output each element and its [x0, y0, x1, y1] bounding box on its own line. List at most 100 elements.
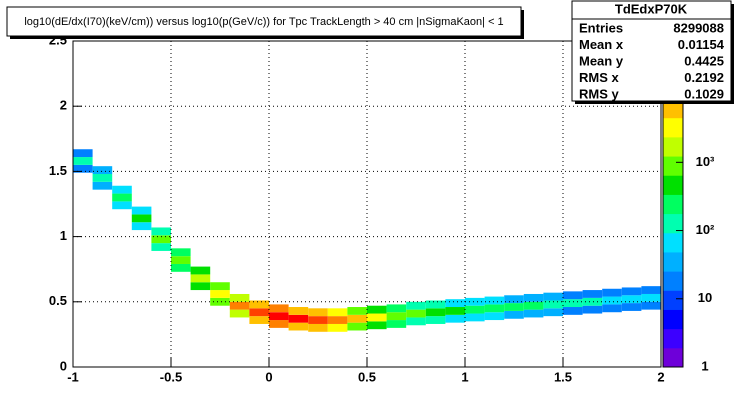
- heat-cell: [229, 301, 250, 310]
- heat-cell: [151, 235, 171, 244]
- palette-swatch: [663, 271, 683, 291]
- heat-cell: [210, 282, 230, 291]
- heat-cell: [269, 320, 289, 328]
- heat-cell: [484, 304, 505, 313]
- heat-cell: [131, 222, 152, 231]
- heat-cell: [190, 282, 211, 291]
- heat-cell: [445, 314, 465, 323]
- heat-cell: [563, 299, 583, 308]
- heat-cell: [190, 266, 211, 275]
- heat-cell: [386, 312, 407, 321]
- heat-cell: [327, 323, 348, 332]
- palette-swatch: [663, 175, 683, 195]
- heat-cell: [543, 292, 563, 301]
- y-tick-label: 1: [60, 228, 67, 243]
- heat-cell: [92, 166, 113, 175]
- palette-swatch: [663, 232, 683, 253]
- y-tick-label: 0: [60, 358, 67, 373]
- heat-cell: [425, 300, 446, 309]
- palette-swatch: [663, 194, 683, 215]
- x-tick-label: -1: [67, 369, 79, 384]
- heat-cell: [92, 174, 113, 182]
- palette-swatch: [663, 251, 683, 272]
- heat-cell: [308, 323, 328, 332]
- y-tick-label: 2: [60, 98, 67, 113]
- x-tick-label: -0.5: [160, 369, 182, 384]
- heat-cell: [406, 309, 426, 318]
- heat-cell: [543, 308, 563, 317]
- heat-cell: [367, 321, 387, 330]
- heat-cell: [367, 313, 387, 322]
- heat-cell: [523, 301, 544, 310]
- heat-cell: [602, 296, 622, 305]
- heat-cell: [582, 290, 603, 298]
- heat-cell: [582, 305, 603, 314]
- stats-name: TdEdxP70K: [615, 1, 688, 16]
- heat-cell: [269, 312, 289, 321]
- heat-cell: [288, 307, 309, 315]
- heat-cell: [523, 293, 544, 302]
- heat-cell: [229, 293, 250, 302]
- heat-cell: [347, 314, 367, 323]
- z-tick-label: 10²: [696, 222, 715, 237]
- heat-cell: [406, 317, 426, 326]
- heat-cell: [112, 201, 132, 210]
- heat-cell: [621, 303, 642, 311]
- heat-cell: [210, 290, 230, 298]
- heat-cell: [249, 316, 269, 324]
- heat-cell: [151, 243, 171, 251]
- heat-cell: [190, 274, 211, 283]
- palette-swatch: [663, 347, 683, 368]
- stats-label: Mean x: [579, 37, 624, 52]
- y-tick-label: 1.5: [49, 163, 67, 178]
- heat-cell: [602, 288, 622, 297]
- y-tick-label: 0.5: [49, 293, 67, 308]
- x-tick-label: 1: [461, 369, 468, 384]
- chart-title: log10(dE/dx(I70)(keV/cm)) versus log10(p…: [24, 16, 503, 28]
- heat-cell: [308, 308, 328, 317]
- heat-cell: [602, 304, 622, 313]
- heat-cell: [249, 308, 269, 317]
- heat-cell: [425, 308, 446, 317]
- x-tick-label: 1.5: [554, 369, 572, 384]
- heat-cell: [641, 301, 661, 310]
- heat-cell: [327, 308, 348, 317]
- heat-cell: [171, 256, 191, 264]
- palette-swatch: [663, 213, 683, 234]
- z-tick-label: 10: [698, 290, 712, 305]
- palette-swatch: [663, 290, 683, 310]
- heat-cell: [73, 157, 93, 165]
- palette-swatch: [663, 309, 683, 330]
- heat-cell: [465, 297, 485, 306]
- heat-cell: [112, 193, 132, 202]
- heat-cell: [131, 214, 152, 223]
- heat-cell: [151, 227, 171, 236]
- heat-cell: [386, 304, 407, 313]
- heat-cell: [445, 307, 465, 315]
- stats-box: TdEdxP70K Entries 8299088 Mean x 0.01154 Mea…: [571, 0, 734, 104]
- heat-cell: [641, 286, 661, 294]
- heat-cell: [406, 301, 426, 310]
- z-tick-label: 10³: [696, 154, 715, 169]
- palette-swatch: [663, 136, 683, 157]
- heat-cell: [543, 300, 563, 309]
- heat-cell: [210, 297, 230, 306]
- frame-group: -1 -0.5 0 0.5 1 1.5 200.511.522.5: [49, 32, 665, 384]
- heat-cell: [112, 185, 132, 194]
- stats-value: 8299088: [673, 20, 724, 35]
- heat-cell: [621, 295, 642, 304]
- stats-frame: [571, 0, 732, 102]
- palette-swatch: [663, 328, 683, 349]
- heat-cell: [523, 309, 544, 318]
- heat-cell: [563, 291, 583, 300]
- palette-swatch: [663, 156, 683, 176]
- title-frame: [6, 6, 522, 37]
- z-tick-label: 1: [701, 358, 708, 373]
- stats-value: 0.4425: [684, 53, 724, 68]
- heat-cell: [327, 316, 348, 324]
- heat-cell: [347, 307, 367, 315]
- heat-cell: [504, 303, 524, 311]
- x-tick-label: 0: [265, 369, 272, 384]
- heat-cell: [288, 322, 309, 331]
- heat-cell: [269, 304, 289, 313]
